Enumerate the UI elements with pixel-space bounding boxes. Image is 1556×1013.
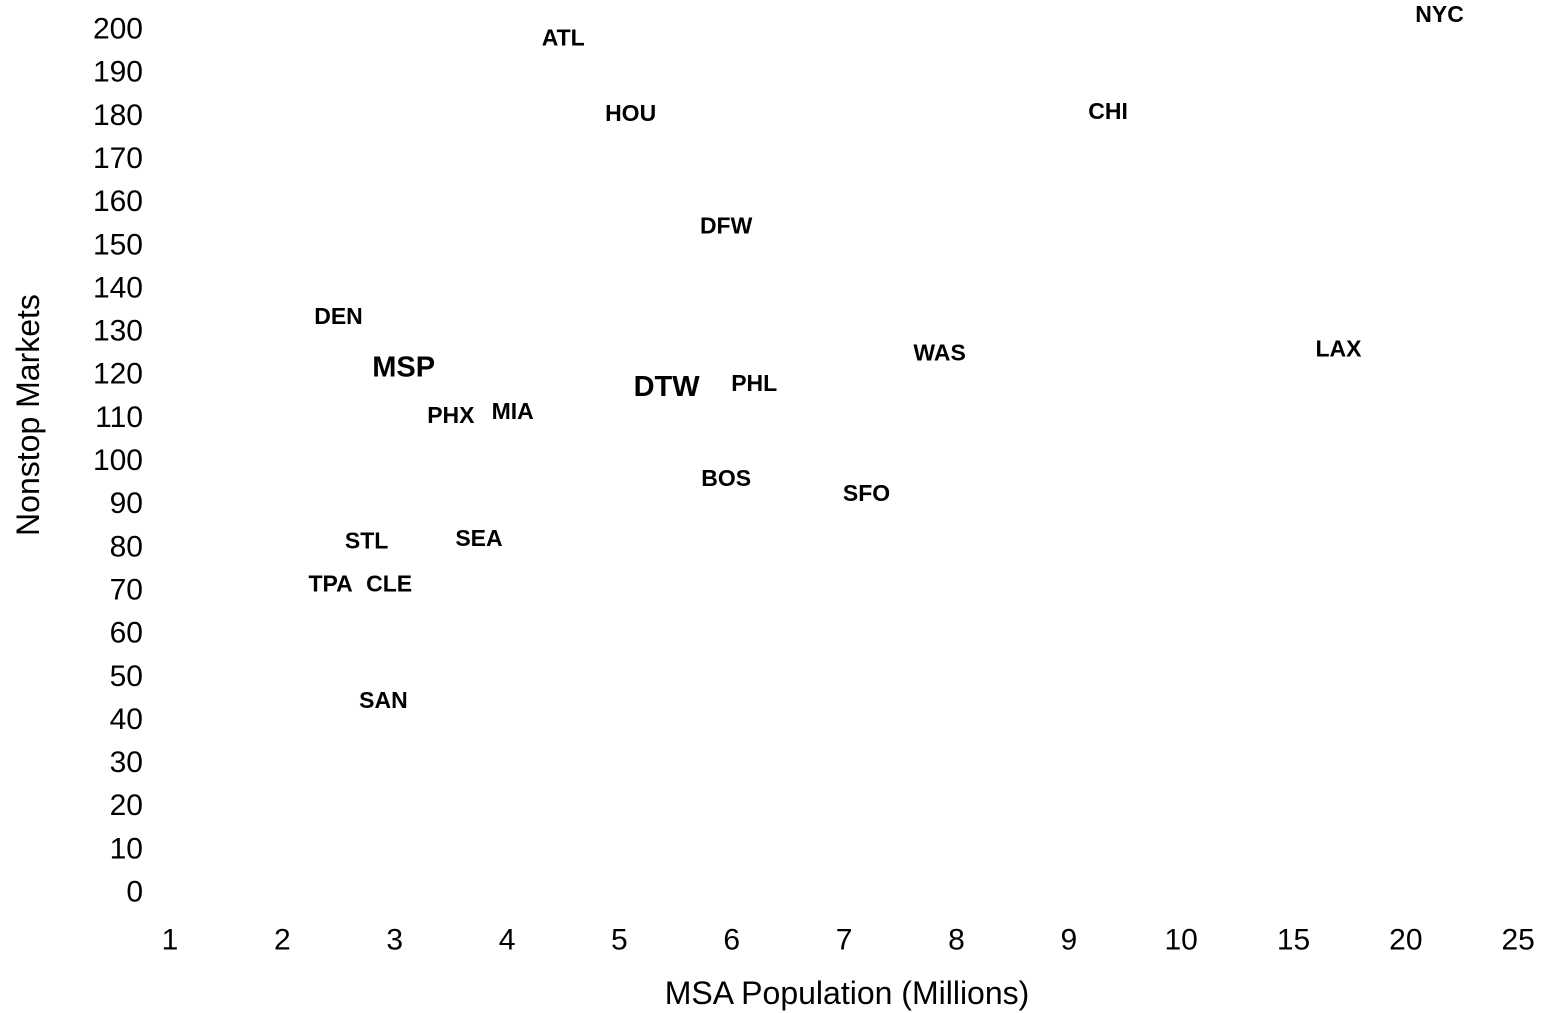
y-tick-label: 120: [93, 358, 143, 391]
y-tick-label: 10: [110, 832, 143, 865]
data-point-phx: PHX: [427, 402, 475, 428]
data-point-nyc: NYC: [1415, 1, 1464, 27]
x-tick-label: 4: [499, 924, 516, 957]
data-point-chi: CHI: [1088, 98, 1128, 124]
data-point-tpa: TPA: [309, 570, 353, 596]
y-tick-label: 160: [93, 185, 143, 218]
x-axis-label: MSA Population (Millions): [665, 975, 1030, 1011]
data-point-msp: MSP: [372, 352, 435, 384]
data-points: NYC ATL HOU CHI DFW DEN LAX WAS MSP PHL DTW MIA PHX B…: [309, 1, 1464, 713]
data-point-hou: HOU: [605, 100, 656, 126]
x-tick-label: 2: [274, 924, 291, 957]
y-tick-label: 110: [95, 401, 143, 434]
x-axis-ticks: 1 2 3 4 5 6 7 8 9 10 15 20 25: [162, 924, 1535, 957]
data-point-sea: SEA: [455, 525, 502, 551]
data-point-lax: LAX: [1315, 335, 1362, 361]
x-tick-label: 10: [1164, 924, 1197, 957]
y-tick-label: 80: [110, 530, 143, 563]
y-tick-label: 170: [93, 142, 143, 175]
data-point-den: DEN: [314, 303, 363, 329]
y-tick-label: 90: [110, 487, 143, 520]
data-point-dtw: DTW: [634, 371, 701, 403]
y-tick-label: 40: [110, 703, 143, 736]
data-point-stl: STL: [345, 527, 388, 553]
x-tick-label: 9: [1060, 924, 1077, 957]
y-tick-label: 70: [110, 573, 143, 606]
y-tick-label: 180: [93, 99, 143, 132]
x-tick-label: 6: [723, 924, 740, 957]
y-tick-label: 0: [126, 876, 143, 909]
x-tick-label: 8: [948, 924, 965, 957]
x-tick-label: 3: [386, 924, 403, 957]
y-tick-label: 60: [110, 617, 143, 650]
data-point-cle: CLE: [366, 570, 412, 596]
data-point-dfw: DFW: [700, 212, 753, 238]
y-tick-label: 100: [93, 444, 143, 477]
x-tick-label: 20: [1389, 924, 1422, 957]
y-tick-label: 130: [93, 315, 143, 348]
data-point-san: SAN: [359, 687, 408, 713]
x-tick-label: 5: [611, 924, 628, 957]
x-tick-label: 15: [1277, 924, 1310, 957]
y-tick-label: 50: [110, 660, 143, 693]
y-tick-label: 20: [110, 789, 143, 822]
y-axis-label: Nonstop Markets: [10, 294, 46, 536]
y-tick-label: 30: [110, 746, 143, 779]
y-tick-label: 140: [93, 271, 143, 304]
data-point-bos: BOS: [701, 465, 751, 491]
y-tick-label: 150: [93, 228, 143, 261]
data-point-sfo: SFO: [843, 480, 890, 506]
x-tick-label: 7: [836, 924, 853, 957]
y-tick-label: 200: [93, 13, 143, 46]
x-tick-label: 25: [1502, 924, 1535, 957]
y-tick-label: 190: [93, 56, 143, 89]
data-point-was: WAS: [913, 340, 965, 366]
data-point-phl: PHL: [731, 370, 777, 396]
data-point-atl: ATL: [542, 25, 585, 51]
y-axis-ticks: 0 10 20 30 40 50 60 70 80 90 100 110 120 130 140 150 160…: [93, 13, 143, 909]
x-tick-label: 1: [162, 924, 179, 957]
data-point-mia: MIA: [492, 398, 534, 424]
